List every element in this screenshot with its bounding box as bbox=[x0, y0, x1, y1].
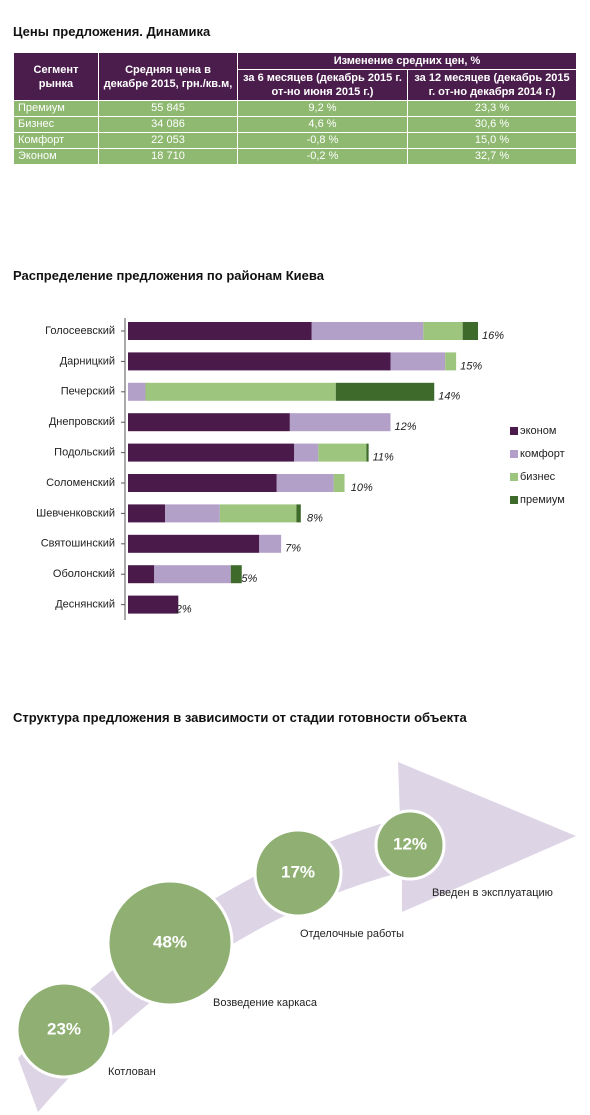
bar-segment bbox=[445, 352, 457, 371]
table-row: Бизнес 34 086 4,6 % 30,6 % bbox=[13, 116, 578, 133]
bar-segment bbox=[335, 382, 435, 401]
table-cell: 22 053 bbox=[98, 132, 238, 149]
category-label: Голосеевский bbox=[45, 325, 115, 337]
stage-circle bbox=[106, 879, 234, 1007]
bar-segment bbox=[219, 504, 297, 523]
bar-segment bbox=[296, 504, 301, 523]
bar-segment bbox=[154, 565, 231, 584]
table-cell: -0,8 % bbox=[237, 132, 408, 149]
bar-segment bbox=[128, 595, 179, 614]
table-cell: 32,7 % bbox=[406, 148, 578, 165]
chart-title: Распределение предложения по районам Кие… bbox=[13, 268, 324, 283]
legend-label: комфорт bbox=[520, 448, 565, 460]
legend-swatch bbox=[510, 496, 518, 504]
bar-segment bbox=[423, 322, 463, 340]
total-label: 2% bbox=[175, 604, 192, 616]
category-label: Соломенский bbox=[46, 477, 115, 489]
diagram-title: Структура предложения в зависимости от с… bbox=[13, 710, 467, 725]
total-label: 16% bbox=[482, 330, 504, 342]
bar-segment bbox=[318, 443, 367, 462]
category-label: Святошинский bbox=[41, 538, 115, 550]
table-cell: 15,0 % bbox=[406, 132, 578, 149]
stage-name: Введен в эксплуатацию bbox=[432, 887, 553, 899]
total-label: 8% bbox=[307, 512, 323, 524]
table-cell: Комфорт bbox=[13, 132, 99, 149]
table-cell: 18 710 bbox=[98, 148, 238, 165]
table-cell: 4,6 % bbox=[237, 116, 408, 133]
table-row: Эконом 18 710 -0,2 % 32,7 % bbox=[13, 148, 578, 165]
table-row: Комфорт 22 053 -0,8 % 15,0 % bbox=[13, 132, 578, 149]
bar-segment bbox=[259, 534, 282, 553]
column-header: Средняя цена в декабре 2015, грн./кв.м, bbox=[98, 52, 238, 101]
stage-circle bbox=[15, 981, 113, 1079]
total-label: 12% bbox=[395, 421, 417, 433]
category-label: Печерский bbox=[61, 386, 115, 398]
table-cell: Эконом bbox=[13, 148, 99, 165]
stage-circle bbox=[374, 809, 446, 881]
table-cell: 30,6 % bbox=[406, 116, 578, 133]
bar-segment bbox=[128, 382, 146, 401]
column-header: Изменение средних цен, % bbox=[236, 52, 578, 70]
table-cell: 34 086 bbox=[98, 116, 238, 133]
category-label: Дарницкий bbox=[60, 355, 115, 367]
bar-segment bbox=[289, 413, 391, 432]
category-label: Деснянский bbox=[55, 599, 115, 611]
legend-label: премиум bbox=[520, 494, 565, 506]
total-label: 11% bbox=[373, 452, 394, 464]
price-table: Сегмент рынка Средняя цена в декабре 201… bbox=[13, 52, 578, 165]
bar-segment bbox=[145, 382, 336, 401]
bar-segment bbox=[294, 443, 319, 462]
category-label: Оболонский bbox=[53, 568, 115, 580]
stage-percent: 12% bbox=[393, 834, 427, 853]
bar-segment bbox=[276, 474, 334, 492]
stage-percent: 23% bbox=[47, 1019, 81, 1038]
stage-name: Возведение каркаса bbox=[213, 997, 318, 1009]
bar-segment bbox=[128, 413, 290, 432]
category-label: Подольский bbox=[54, 447, 115, 459]
bar-segment bbox=[462, 322, 478, 340]
table-body: Премиум 55 845 9,2 % 23,3 % Бизнес 34 086 4,6 … bbox=[13, 100, 578, 165]
legend-label: эконом bbox=[520, 425, 556, 437]
bar-segment bbox=[165, 504, 220, 523]
table-row: Премиум 55 845 9,2 % 23,3 % bbox=[13, 100, 578, 117]
table-title: Цены предложения. Динамика bbox=[13, 24, 211, 39]
column-header: за 12 месяцев (декабрь 2015 г. от-но дек… bbox=[406, 69, 578, 101]
total-label: 15% bbox=[460, 360, 482, 372]
stage-circle bbox=[253, 828, 343, 918]
legend-label: бизнес bbox=[520, 471, 556, 483]
table-cell: 9,2 % bbox=[237, 100, 408, 117]
total-label: 5% bbox=[241, 573, 257, 585]
stage-name: Отделочные работы bbox=[300, 928, 404, 940]
bar-segment bbox=[128, 322, 312, 340]
stage-percent: 48% bbox=[153, 932, 187, 951]
column-header: за 6 месяцев (декабрь 2015 г. от-но июня… bbox=[237, 69, 408, 101]
bar-segment bbox=[128, 504, 166, 523]
legend-swatch bbox=[510, 450, 518, 458]
table-cell: Премиум bbox=[13, 100, 99, 117]
total-label: 14% bbox=[438, 391, 460, 403]
bar-segment bbox=[311, 322, 424, 340]
stage-percent: 17% bbox=[281, 862, 315, 881]
bar-segment bbox=[366, 443, 369, 462]
table-cell: -0,2 % bbox=[237, 148, 408, 165]
total-label: 7% bbox=[285, 543, 301, 555]
legend-swatch bbox=[510, 473, 518, 481]
stage-name: Котлован bbox=[108, 1066, 156, 1078]
bar-segment bbox=[128, 565, 155, 584]
bar-segment bbox=[390, 352, 446, 371]
bar-segment bbox=[128, 443, 295, 462]
category-label: Шевченковский bbox=[36, 507, 115, 519]
bar-segment bbox=[333, 474, 345, 492]
category-label: Днепровский bbox=[49, 416, 115, 428]
bar-segment bbox=[230, 565, 242, 584]
legend-swatch bbox=[510, 427, 518, 435]
bar-segment bbox=[128, 352, 391, 371]
table-cell: Бизнес bbox=[13, 116, 99, 133]
bar-segment bbox=[128, 534, 260, 553]
total-label: 10% bbox=[351, 482, 373, 494]
bar-segment bbox=[128, 474, 277, 492]
